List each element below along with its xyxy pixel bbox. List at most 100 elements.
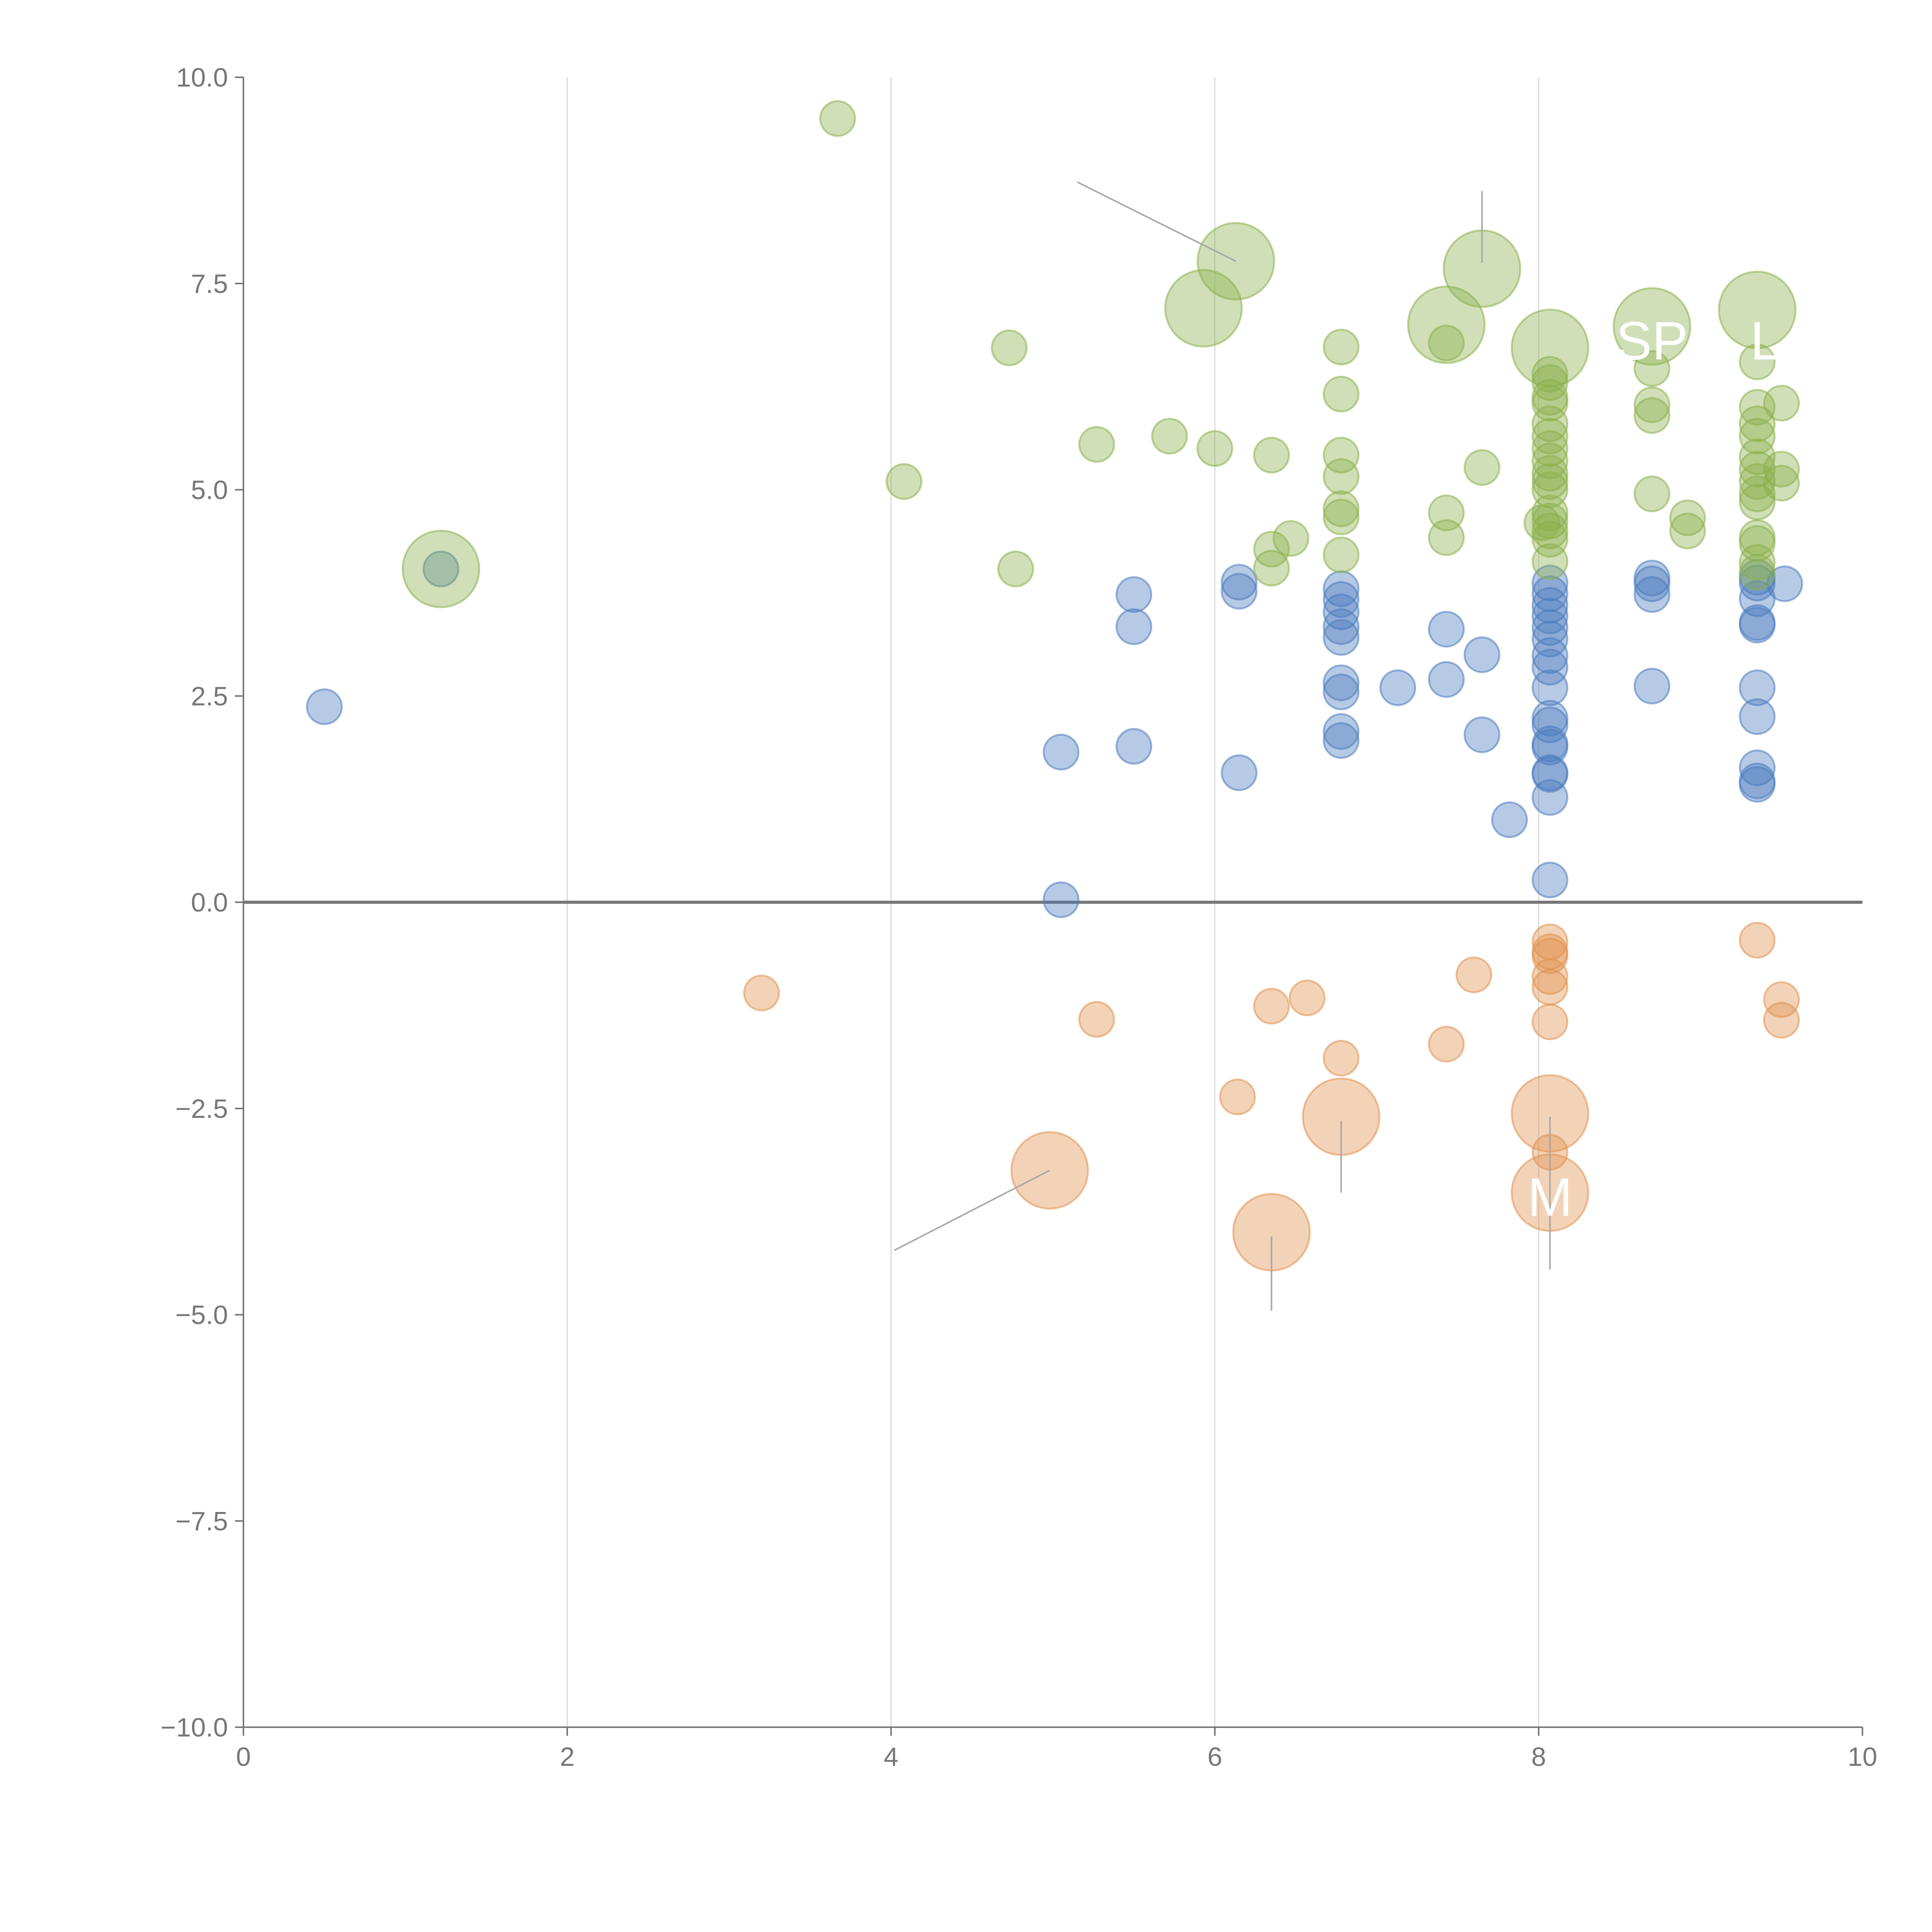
y-tick-label: 7.5 (191, 269, 228, 299)
green-bubble (1272, 520, 1310, 557)
blue-bubble (1739, 698, 1776, 735)
blue-bubble (1739, 669, 1776, 706)
green-bubble (1531, 463, 1568, 500)
y-tick-label: 5.0 (191, 475, 228, 505)
green-bubble (1323, 536, 1360, 573)
leader-layer (894, 181, 1551, 1311)
x-tick-label: 10 (1848, 1742, 1878, 1772)
y-tick-label: −2.5 (175, 1094, 228, 1124)
blue-bubble (1323, 722, 1360, 759)
green-bubble (1531, 384, 1568, 422)
blue-bubble (1463, 636, 1500, 673)
blue-bubble (1323, 619, 1360, 656)
green-bubble (1253, 549, 1290, 587)
blue-bubble (422, 550, 459, 587)
bubble-label-layer: SP L M (1527, 310, 1781, 1227)
blue-bubble (1323, 608, 1360, 645)
green-bubble (1428, 324, 1465, 361)
green-bubble (1718, 270, 1797, 349)
orange-bubble (1323, 1040, 1360, 1077)
orange-bubble (1253, 988, 1290, 1025)
bubble-layer (306, 100, 1803, 1272)
orange-bubble (1763, 981, 1800, 1018)
y-tick-label: −7.5 (175, 1506, 228, 1536)
orange-bubble (1739, 922, 1776, 959)
orange-bubble (1219, 1078, 1256, 1116)
blue-bubble (1531, 779, 1568, 816)
blue-bubble (1531, 649, 1568, 686)
blue-bubble (1531, 565, 1568, 602)
green-bubble (1633, 350, 1670, 387)
green-bubble (1763, 451, 1800, 488)
green-bubble (819, 100, 856, 137)
green-bubble (1078, 426, 1115, 463)
y-tick-label: 0.0 (191, 888, 228, 917)
green-bubble (1253, 531, 1290, 568)
green-bubble (1633, 397, 1670, 434)
y-tick-label: 2.5 (191, 681, 228, 711)
green-bubble (886, 463, 923, 500)
x-tick-label: 2 (560, 1742, 575, 1772)
blue-bubble (1739, 565, 1776, 602)
blue-bubble (1221, 573, 1258, 610)
orange-bubble (1763, 1002, 1800, 1039)
orange-bubble (1531, 937, 1568, 975)
blue-bubble (1323, 664, 1360, 701)
green-bubble (1739, 475, 1776, 512)
blue-bubble (1531, 729, 1568, 766)
orange-bubble (1531, 1003, 1568, 1041)
green-bubble (1323, 437, 1360, 474)
green-bubble (1253, 437, 1290, 474)
blue-bubble (306, 688, 343, 725)
green-bubble (1323, 376, 1360, 413)
x-tick-label: 0 (236, 1742, 251, 1772)
x-tick-label: 6 (1208, 1742, 1222, 1772)
blue-bubble (1221, 564, 1258, 601)
orange-bubble (1455, 956, 1492, 993)
y-tick-label: −10.0 (160, 1713, 228, 1742)
green-bubble (1523, 504, 1560, 541)
orange-bubble (743, 975, 780, 1012)
green-bubble (1739, 405, 1776, 442)
blue-bubble (1116, 576, 1152, 613)
green-bubble (1323, 328, 1360, 366)
blue-bubble (1428, 611, 1465, 648)
green-bubble (1739, 525, 1776, 562)
blue-bubble (1323, 713, 1360, 750)
blue-bubble (1531, 706, 1568, 743)
blue-bubble (1491, 801, 1528, 838)
x-tick-label: 8 (1531, 1742, 1546, 1772)
blue-bubble (1463, 716, 1500, 753)
green-bubble (1463, 449, 1500, 486)
green-bubble (1531, 364, 1568, 401)
green-bubble (1669, 512, 1706, 549)
orange-bubble (1531, 958, 1568, 995)
green-bubble (1323, 498, 1360, 536)
green-bubble (401, 529, 480, 608)
blue-bubble (1323, 581, 1360, 618)
axes-layer: 0 2 4 6 8 10 10.0 7.5 5.0 2.5 0.0 −2.5 −5.0 −7.5 −10.0 (160, 63, 1877, 1772)
blue-bubble (1531, 609, 1568, 646)
orange-bubble (1078, 1001, 1115, 1038)
green-bubble (1739, 554, 1776, 591)
green-bubble (997, 550, 1034, 587)
green-bubble (1612, 287, 1691, 366)
green-bubble (1763, 464, 1800, 502)
blue-bubble (1531, 669, 1568, 706)
blue-bubble (1531, 861, 1568, 898)
blue-bubble (1633, 576, 1670, 613)
orange-bubble (1289, 980, 1326, 1017)
orange-bubble (1428, 1026, 1465, 1063)
bubble-label: L (1750, 310, 1781, 371)
blue-bubble (1323, 593, 1360, 630)
green-bubble (1531, 521, 1568, 558)
green-bubble (1531, 442, 1568, 480)
blue-bubble (1116, 608, 1152, 645)
blue-bubble (1428, 661, 1465, 698)
green-bubble (1739, 418, 1776, 455)
green-bubble (1669, 499, 1706, 536)
green-bubble (1633, 386, 1670, 423)
bubble-label: SP (1616, 310, 1688, 371)
blue-bubble (1379, 669, 1416, 706)
